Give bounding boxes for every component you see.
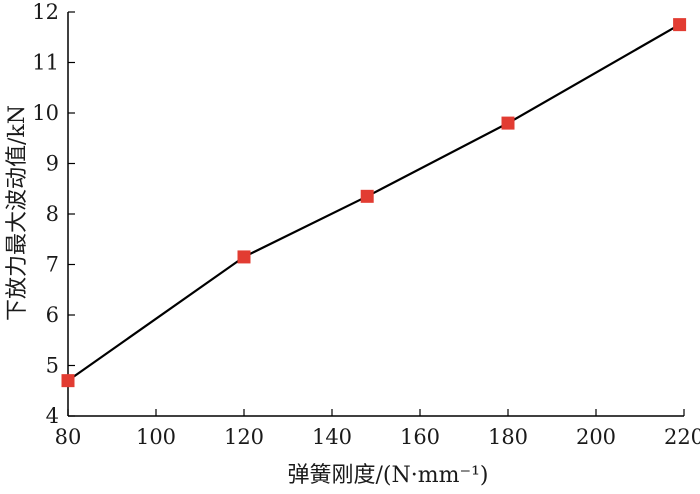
data-point bbox=[501, 116, 515, 130]
y-tick-label: 7 bbox=[46, 253, 59, 277]
x-tick-label: 220 bbox=[664, 425, 700, 449]
y-tick-label: 5 bbox=[46, 354, 59, 378]
y-tick-label: 8 bbox=[46, 202, 59, 226]
data-point bbox=[61, 374, 75, 388]
y-tick-label: 12 bbox=[32, 0, 59, 24]
data-point bbox=[360, 189, 374, 203]
y-tick-label: 4 bbox=[46, 404, 59, 428]
y-tick-label: 9 bbox=[46, 152, 59, 176]
y-tick-label: 6 bbox=[46, 303, 59, 327]
x-tick-label: 100 bbox=[136, 425, 176, 449]
x-tick-label: 180 bbox=[488, 425, 528, 449]
ticks: 80 100 120 140 160 180 200 220 4 5 6 7 8 9 10 11 12 bbox=[32, 0, 700, 449]
plot-area bbox=[61, 18, 687, 388]
x-tick-label: 80 bbox=[55, 425, 82, 449]
series-line bbox=[67, 23, 681, 382]
y-tick-label: 10 bbox=[32, 101, 59, 125]
x-tick-label: 160 bbox=[400, 425, 440, 449]
x-tick-label: 200 bbox=[576, 425, 616, 449]
x-tick-label: 120 bbox=[224, 425, 264, 449]
x-tick-label: 140 bbox=[312, 425, 352, 449]
axes bbox=[67, 12, 684, 417]
y-tick-label: 11 bbox=[32, 51, 59, 75]
data-point bbox=[673, 18, 687, 32]
data-point bbox=[237, 250, 251, 264]
y-axis-label: 下放力最大波动值/kN bbox=[5, 105, 30, 321]
x-axis-label: 弹簧刚度/(N·mm⁻¹) bbox=[288, 463, 489, 488]
